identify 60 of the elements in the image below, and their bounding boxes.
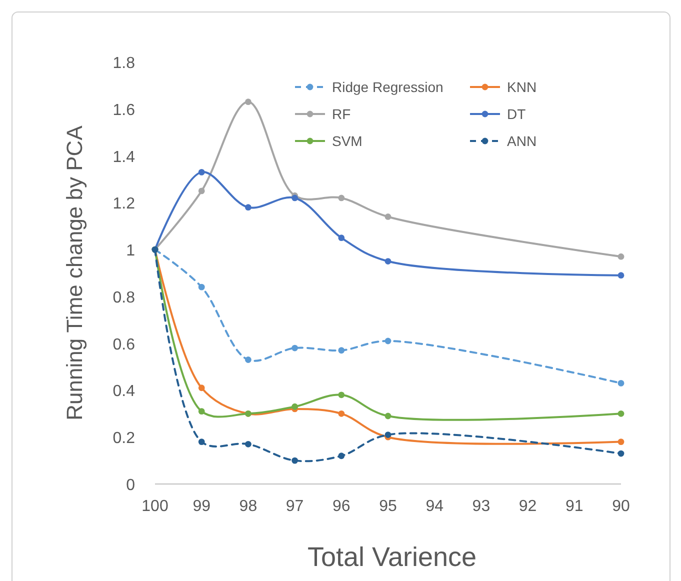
point <box>338 452 345 460</box>
y-tick-label: 1.4 <box>112 148 136 166</box>
x-tick-label: 99 <box>192 498 211 515</box>
legend-label: Ridge Regression <box>332 79 444 95</box>
x-tick-label: 96 <box>332 498 350 515</box>
point <box>618 410 624 417</box>
x-tick-label: 94 <box>426 498 444 515</box>
x-axis-title: Total Varience <box>307 542 477 572</box>
point <box>338 194 345 202</box>
point <box>198 188 205 194</box>
point <box>245 98 252 106</box>
point <box>292 403 298 410</box>
y-tick-label: 1.2 <box>112 196 136 213</box>
point <box>292 344 298 352</box>
y-tick-label: 0 <box>126 477 136 494</box>
point <box>338 410 345 417</box>
point <box>338 392 345 398</box>
point <box>245 356 252 363</box>
point <box>198 438 205 445</box>
y-tick-label: 1.8 <box>112 55 136 72</box>
point <box>618 380 624 386</box>
point <box>618 272 624 279</box>
x-tick-label: 90 <box>612 498 630 515</box>
x-tick-label: 92 <box>518 498 537 515</box>
point <box>292 194 298 202</box>
point <box>292 457 298 464</box>
point <box>198 284 205 290</box>
point <box>198 384 205 392</box>
point <box>198 408 205 415</box>
legend-label: KNN <box>507 79 537 95</box>
x-tick-label: 98 <box>239 498 258 515</box>
point <box>338 234 345 242</box>
point <box>384 338 392 344</box>
x-tick-label: 100 <box>142 498 168 515</box>
legend-label: DT <box>507 106 526 122</box>
x-tick-label: 95 <box>379 498 397 515</box>
y-axis-title: Running Time change by PCA <box>62 125 87 420</box>
point <box>384 214 392 220</box>
point <box>384 432 392 438</box>
legend-label: RF <box>332 106 351 122</box>
point <box>338 347 345 354</box>
legend-label: ANN <box>507 133 537 149</box>
y-tick-label: 0.8 <box>112 289 136 306</box>
x-tick-label: 91 <box>566 498 584 515</box>
point <box>384 258 392 264</box>
x-tick-label: 93 <box>472 498 490 515</box>
x-tick-label: 97 <box>286 498 304 515</box>
y-tick-label: 0.4 <box>112 383 136 400</box>
point <box>384 412 392 420</box>
y-tick-label: 0.6 <box>112 336 136 354</box>
point <box>245 440 252 448</box>
point <box>618 253 624 260</box>
y-tick-label: 0.2 <box>112 430 136 448</box>
point <box>618 450 624 457</box>
point <box>198 168 205 176</box>
legend-label: SVM <box>332 133 362 149</box>
point <box>618 438 624 445</box>
y-tick-label: 1.6 <box>112 102 136 119</box>
y-tick-label: 1 <box>126 242 136 260</box>
point <box>245 204 252 211</box>
